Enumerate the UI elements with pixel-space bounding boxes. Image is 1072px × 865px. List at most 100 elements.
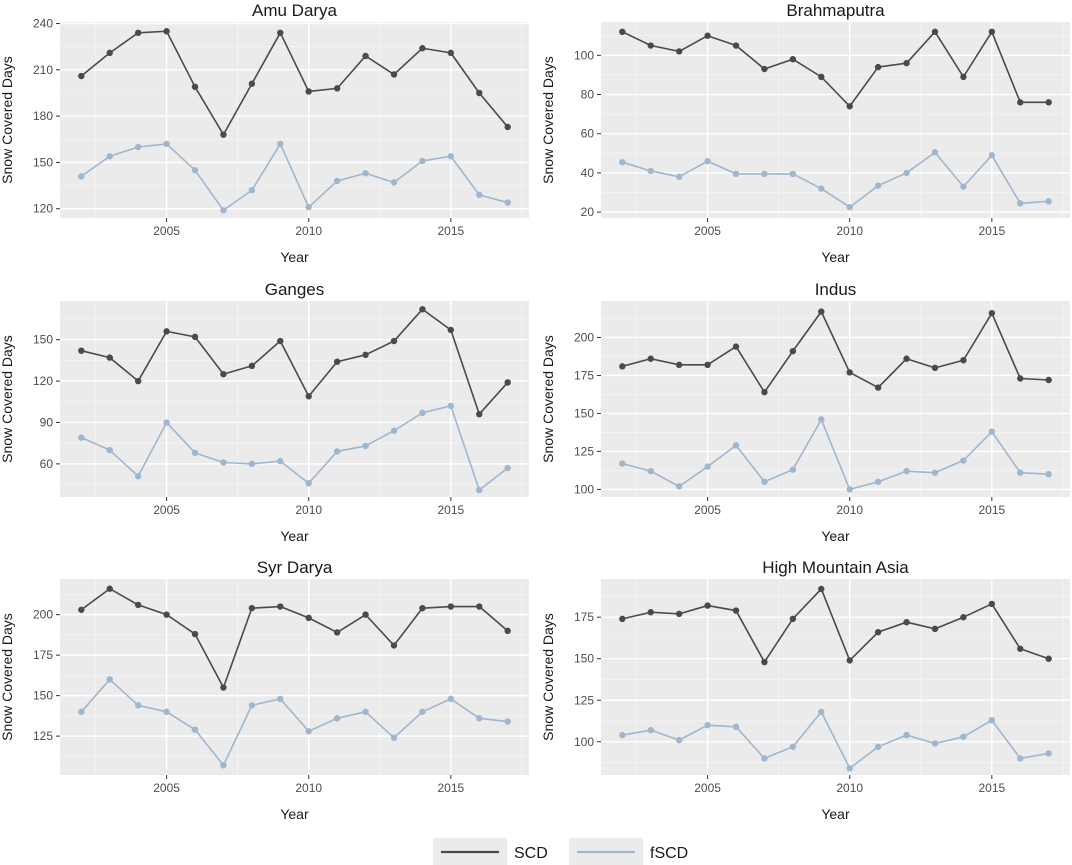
- data-point-scd: [732, 607, 740, 614]
- data-point-fscd: [960, 183, 967, 190]
- data-point-fscd: [504, 464, 511, 472]
- y-tick-label: 100: [574, 482, 594, 496]
- data-point-scd: [134, 29, 142, 37]
- data-point-scd: [704, 32, 711, 39]
- data-point-scd: [78, 347, 85, 354]
- y-tick-label: 125: [574, 693, 594, 707]
- data-point-fscd: [305, 728, 312, 735]
- data-point-fscd: [903, 731, 910, 739]
- data-point-fscd: [163, 708, 170, 716]
- data-point-scd: [960, 357, 967, 364]
- data-point-scd: [1017, 99, 1024, 106]
- data-point-scd: [476, 410, 483, 418]
- data-point-fscd: [106, 153, 113, 160]
- data-point-fscd: [220, 207, 227, 214]
- data-point-scd: [988, 309, 996, 317]
- y-tick-label: 150: [33, 689, 53, 703]
- data-point-scd: [390, 337, 398, 345]
- data-point-fscd: [988, 428, 996, 435]
- panel-background: [601, 579, 1070, 775]
- y-tick-label: 90: [40, 415, 54, 429]
- y-tick-label: 175: [33, 648, 53, 662]
- data-point-scd: [818, 308, 825, 315]
- data-point-fscd: [333, 177, 341, 185]
- x-tick-label: 2010: [295, 224, 322, 238]
- data-point-scd: [191, 630, 199, 638]
- data-point-fscd: [1017, 469, 1024, 476]
- data-point-scd: [419, 604, 426, 612]
- series-line-scd: [80, 30, 509, 136]
- data-point-scd: [1045, 376, 1052, 384]
- y-tick-label: 150: [574, 406, 594, 420]
- y-tick-label: 100: [574, 48, 594, 62]
- data-point-scd: [504, 379, 511, 386]
- data-point-fscd: [619, 460, 626, 467]
- data-point-scd: [106, 354, 113, 361]
- series-line-fscd: [622, 418, 1049, 491]
- panel-amu-darya: 120 150 180 210 240 2005 2010 2015 Amu Darya Ye…: [0, 1, 529, 265]
- data-point-fscd: [362, 442, 369, 450]
- data-point-fscd: [78, 708, 85, 716]
- data-point-scd: [789, 615, 797, 623]
- series-line-scd: [622, 588, 1049, 663]
- data-point-fscd: [191, 166, 199, 174]
- data-point-fscd: [960, 733, 967, 740]
- data-point-fscd: [390, 427, 398, 434]
- plot-area: 100 125 150 175 200 2005 2010 2015: [574, 301, 1070, 517]
- panel-title: Syr Darya: [257, 558, 333, 577]
- data-point-scd: [988, 600, 996, 608]
- data-point-fscd: [931, 740, 939, 747]
- panel-background: [60, 22, 529, 218]
- y-tick-label: 150: [574, 652, 594, 666]
- data-point-fscd: [761, 755, 768, 762]
- data-point-scd: [163, 28, 170, 35]
- data-point-fscd: [78, 434, 85, 441]
- data-point-fscd: [761, 170, 768, 178]
- y-tick-label: 200: [33, 608, 53, 622]
- data-point-scd: [761, 388, 768, 396]
- y-tick-label: 200: [574, 330, 594, 344]
- data-point-scd: [732, 42, 740, 49]
- data-point-fscd: [248, 187, 256, 194]
- data-point-scd: [704, 602, 711, 609]
- data-point-fscd: [333, 448, 341, 455]
- panel-title: High Mountain Asia: [762, 558, 909, 577]
- data-point-scd: [277, 603, 284, 610]
- data-point-scd: [362, 52, 369, 60]
- data-point-fscd: [504, 199, 511, 206]
- data-point-scd: [305, 88, 312, 95]
- data-point-fscd: [447, 153, 455, 160]
- x-tick-label: 2010: [295, 781, 322, 795]
- data-point-fscd: [818, 708, 825, 716]
- x-tick-label: 2010: [836, 503, 863, 517]
- legend: SCD fSCD: [433, 838, 688, 865]
- data-point-scd: [647, 42, 654, 49]
- data-point-fscd: [248, 702, 256, 709]
- plot-area: 60 90 120 150 2005 2010 2015: [33, 301, 529, 517]
- x-tick-label: 2015: [437, 781, 464, 795]
- data-point-scd: [675, 48, 683, 55]
- y-tick-label: 120: [33, 202, 53, 216]
- data-point-fscd: [248, 460, 256, 468]
- data-point-scd: [476, 603, 483, 610]
- data-point-scd: [220, 684, 227, 691]
- panel-title: Amu Darya: [252, 1, 338, 20]
- data-point-scd: [761, 65, 768, 73]
- data-point-scd: [78, 72, 85, 80]
- data-point-scd: [277, 337, 284, 345]
- data-point-scd: [789, 347, 797, 355]
- data-point-fscd: [874, 182, 882, 189]
- panel-brahmaputra: 20 40 60 80 100 2005 2010 2015 Brahmaputra Year…: [540, 1, 1070, 265]
- y-tick-label: 60: [581, 127, 595, 141]
- data-point-scd: [903, 618, 910, 626]
- data-point-scd: [305, 614, 312, 622]
- x-axis-title: Year: [280, 528, 309, 544]
- data-point-fscd: [476, 191, 483, 199]
- series-line-fscd: [80, 143, 508, 212]
- plot-area: 120 150 180 210 240 2005 2010 2015: [33, 17, 529, 238]
- data-point-scd: [619, 28, 626, 35]
- data-point-scd: [390, 642, 398, 649]
- data-point-fscd: [619, 731, 626, 739]
- data-point-scd: [789, 56, 797, 63]
- data-point-fscd: [220, 762, 227, 769]
